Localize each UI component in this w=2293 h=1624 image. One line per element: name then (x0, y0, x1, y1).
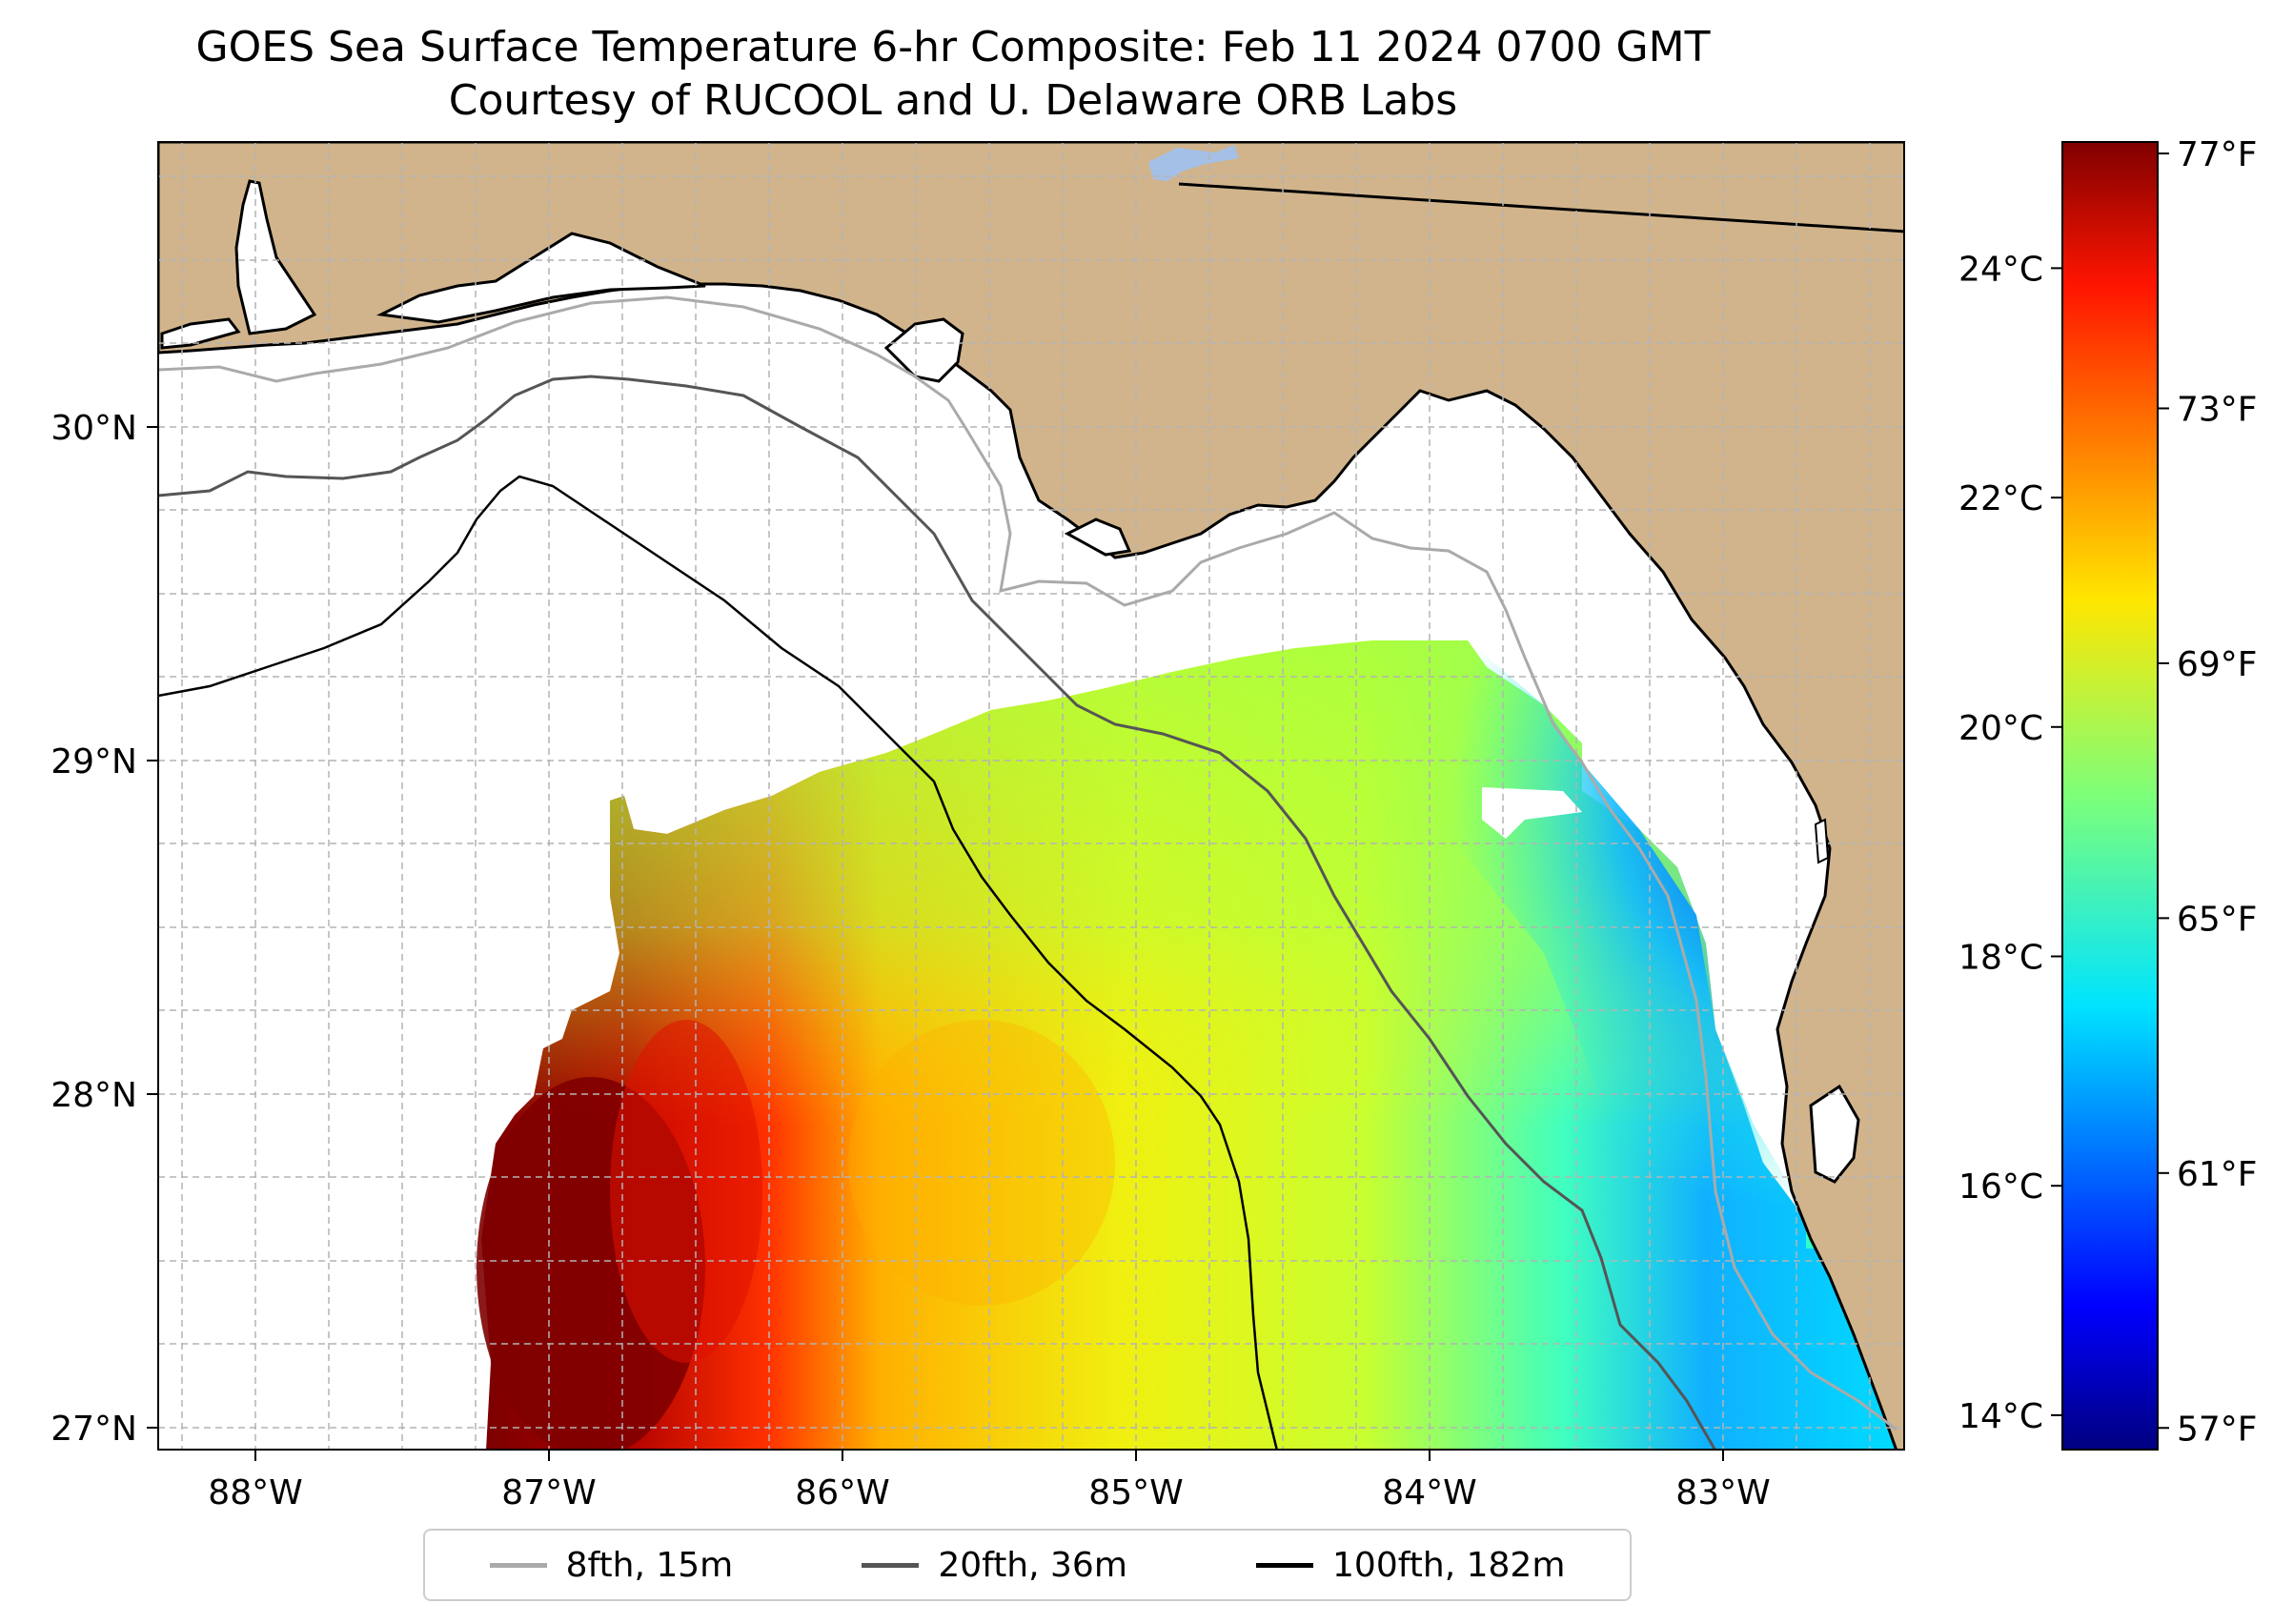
colorbar-label-fahrenheit: 65°F (2177, 900, 2258, 939)
isobath-20fth (158, 375, 1717, 1450)
legend-label-20fth: 20fth, 36m (938, 1545, 1127, 1585)
legend-item-100fth: 100fth, 182m (1256, 1546, 1565, 1585)
colorbar-label-fahrenheit: 61°F (2177, 1155, 2258, 1194)
colorbar-label-celsius: 20°C (1958, 709, 2043, 748)
colorbar-label-fahrenheit: 57°F (2177, 1410, 2258, 1449)
lon-label-86w: 86°W (795, 1473, 889, 1512)
colorbar-label-fahrenheit: 73°F (2177, 390, 2258, 429)
isobath-8fth (158, 295, 1897, 1431)
colorbar-label-celsius: 14°C (1958, 1397, 2043, 1436)
lon-label-87w: 87°W (501, 1473, 596, 1512)
colorbar-label-fahrenheit: 77°F (2177, 135, 2258, 174)
lon-label-85w: 85°W (1088, 1473, 1183, 1512)
lon-ticks (254, 1450, 1724, 1461)
colorbar-label-celsius: 24°C (1958, 250, 2043, 289)
lat-label-30n: 30°N (51, 409, 137, 448)
map-subtitle: Courtesy of RUCOOL and U. Delaware ORB L… (448, 76, 1458, 125)
colorbar-ticks: 24°C 22°C 20°C 18°C 16°C 14°C 77°F 73°F 69°F 65°F… (1958, 135, 2257, 1449)
lon-label-83w: 83°W (1675, 1473, 1770, 1512)
lon-label-84w: 84°W (1382, 1473, 1476, 1512)
map-title: GOES Sea Surface Temperature 6-hr Compos… (195, 23, 1711, 71)
legend-item-20fth: 20fth, 36m (862, 1546, 1127, 1585)
legend-item-8fth: 8fth, 15m (489, 1545, 734, 1585)
isobath-100fth (158, 475, 1279, 1450)
colorbar-label-celsius: 22°C (1958, 479, 2043, 518)
lon-label-88w: 88°W (208, 1473, 302, 1512)
lat-label-27n: 27°N (51, 1410, 137, 1449)
colorbar-label-celsius: 16°C (1958, 1167, 2043, 1207)
legend-label-8fth: 8fth, 15m (565, 1545, 734, 1585)
isobath-legend: 8fth, 15m 20fth, 36m 100fth, 182m (423, 1529, 1632, 1601)
legend-swatch-100fth (1256, 1562, 1314, 1568)
lat-label-28n: 28°N (51, 1076, 137, 1115)
legend-swatch-8fth (489, 1562, 547, 1568)
land (158, 142, 1904, 1450)
colorbar-label-celsius: 18°C (1958, 938, 2043, 977)
state-border (1178, 182, 1904, 233)
legend-swatch-20fth (862, 1562, 920, 1568)
legend-label-100fth: 100fth, 182m (1332, 1545, 1566, 1585)
lat-label-29n: 29°N (51, 742, 137, 782)
colorbar-label-fahrenheit: 69°F (2177, 645, 2258, 684)
map-frame (157, 141, 1905, 1451)
colorbar (2061, 141, 2159, 1451)
lake (1148, 145, 1239, 181)
lat-ticks (147, 426, 158, 1429)
